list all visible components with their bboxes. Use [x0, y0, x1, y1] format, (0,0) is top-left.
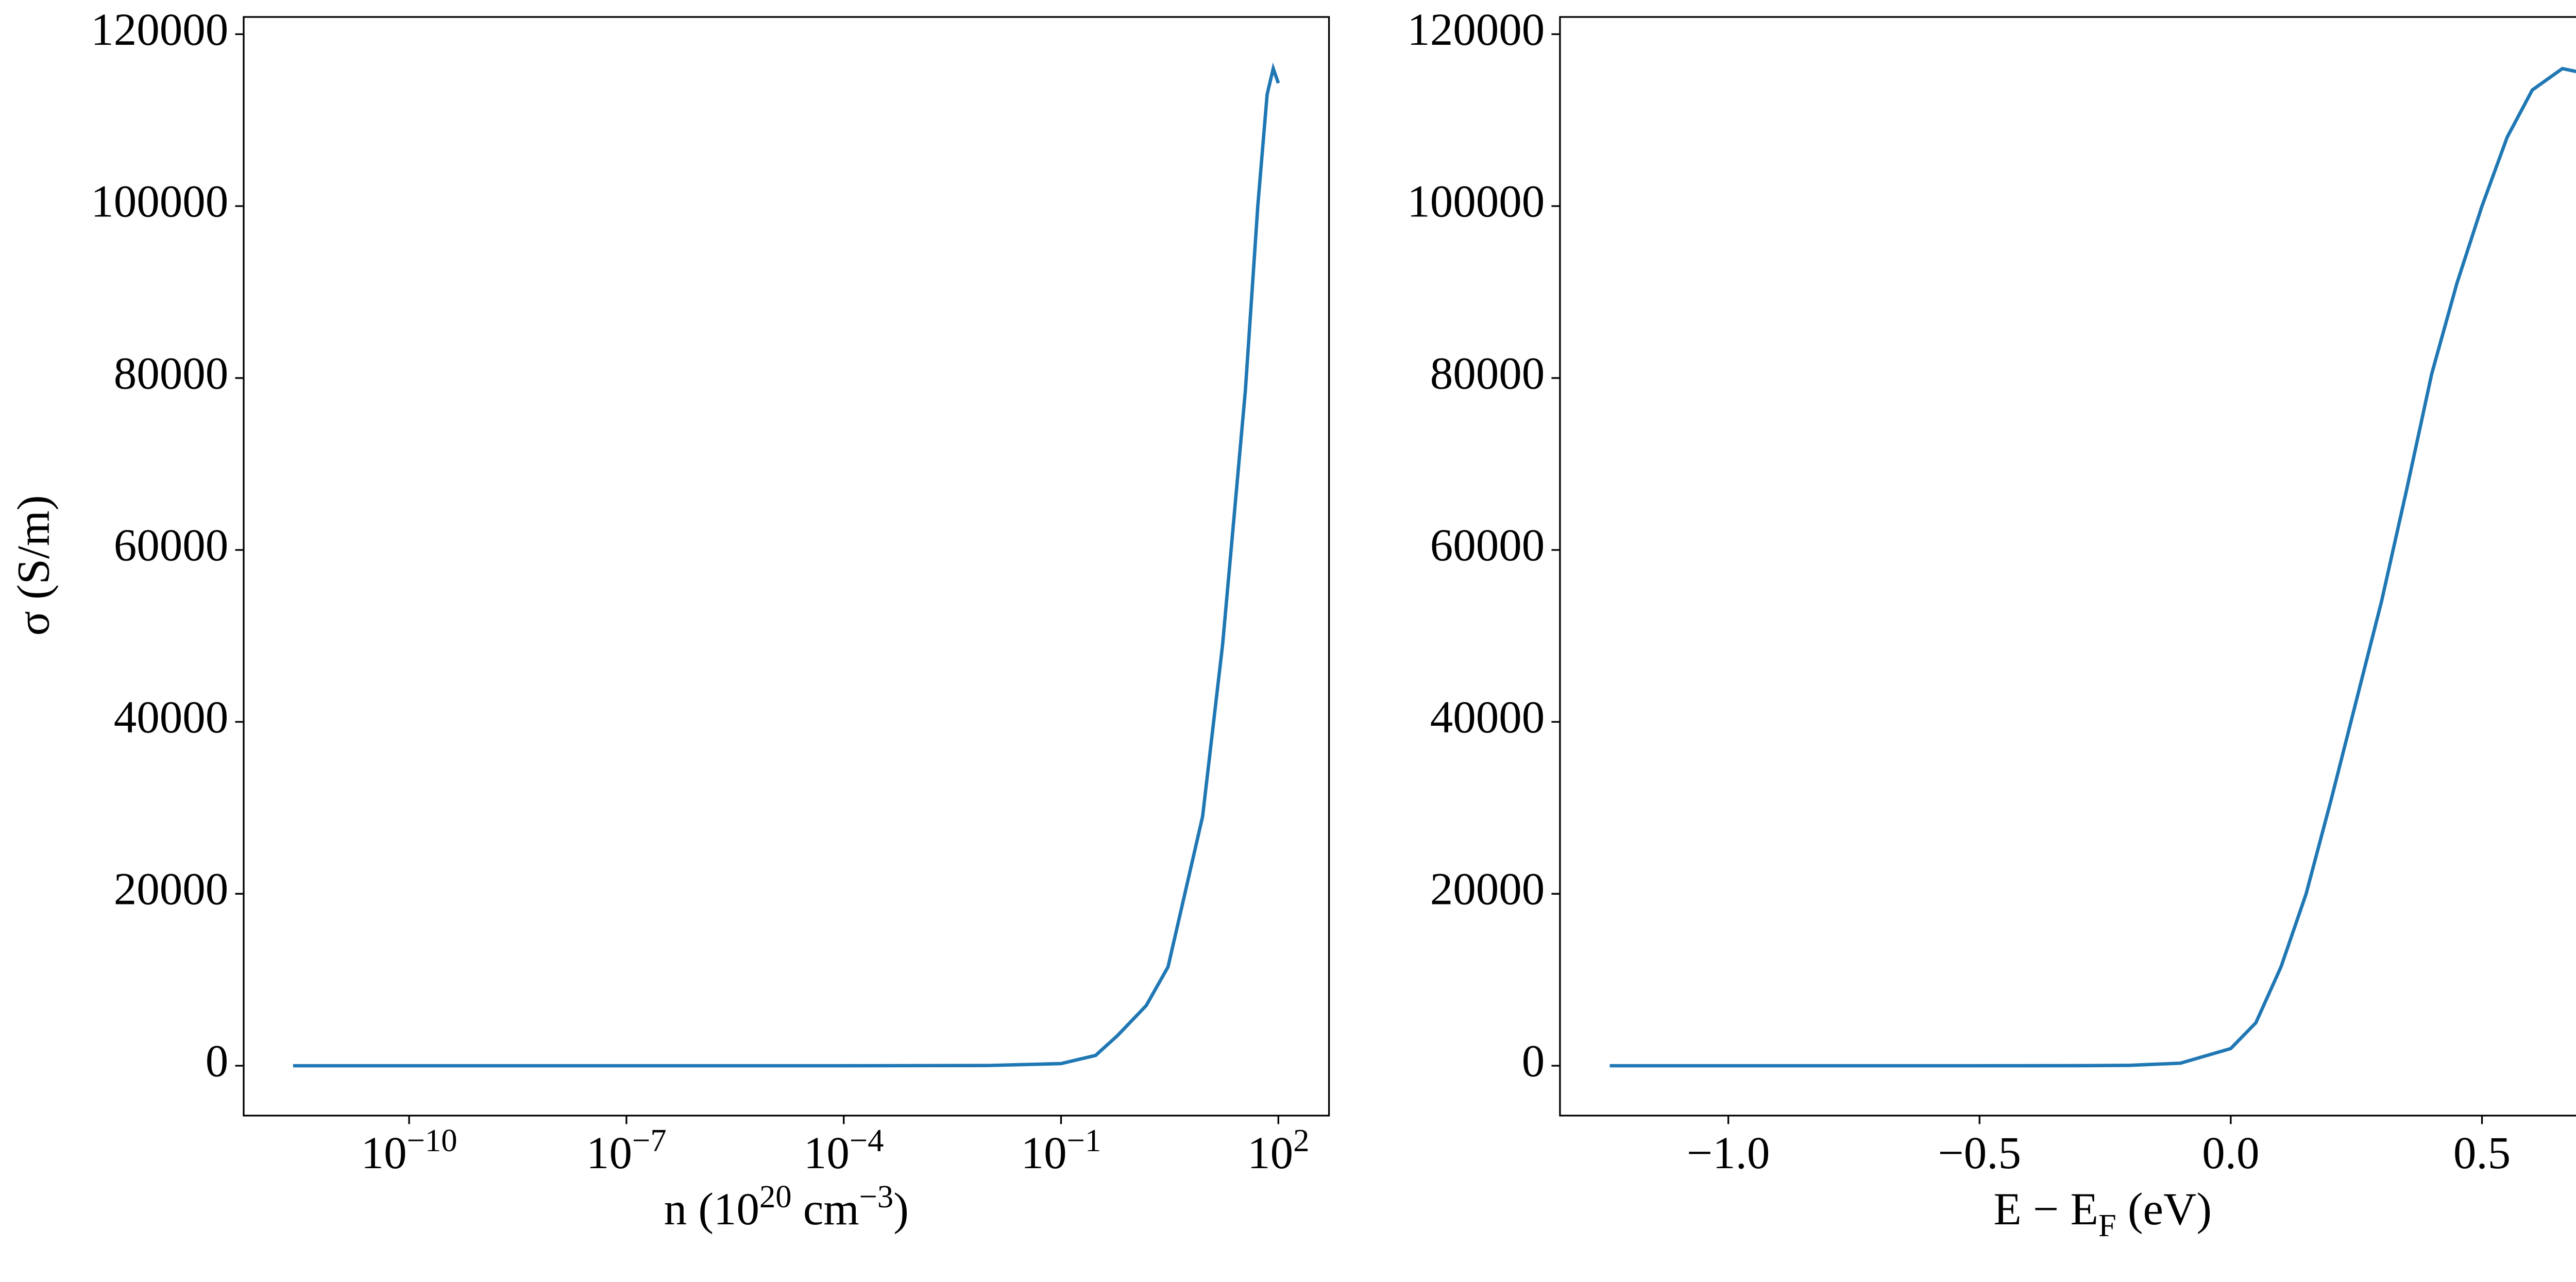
label-part: cm [792, 1184, 859, 1235]
label-part: n (10 [664, 1184, 759, 1235]
y-tick-label: 100000 [91, 177, 228, 227]
y-tick-label: 40000 [1430, 692, 1545, 743]
y-tick-label: 80000 [1430, 348, 1545, 399]
y-axis-label: σ (S/m) [8, 495, 59, 636]
plot-frame [243, 16, 1330, 1117]
y-tick-label: 120000 [91, 5, 228, 55]
x-tick-label: −0.5 [1938, 1128, 2021, 1178]
y-tick-label: 60000 [1430, 520, 1545, 571]
y-tick-label: 100000 [1407, 177, 1545, 227]
y-tick-label: 80000 [114, 348, 228, 399]
label-part: 10 [586, 1128, 632, 1178]
label-part: 10 [1021, 1128, 1067, 1178]
x-tick-label: 10−7 [586, 1122, 667, 1178]
data-line [1609, 66, 2576, 1068]
y-tick-label: 0 [1522, 1036, 1545, 1087]
plot-frame [1559, 16, 2576, 1117]
label-part: E − E [1993, 1184, 2098, 1235]
y-tick-label: 20000 [114, 864, 228, 915]
label-part: ) [893, 1184, 909, 1235]
data-line [293, 62, 1280, 1068]
x-tick-label: 102 [1247, 1122, 1309, 1178]
label-part: −10 [407, 1122, 457, 1158]
x-tick-label: 10−10 [361, 1122, 457, 1178]
label-part: −3 [859, 1178, 894, 1215]
x-tick-label: 0.0 [2202, 1128, 2259, 1178]
y-tick-label: 40000 [114, 692, 228, 743]
label-part: F [2098, 1207, 2116, 1243]
y-tick-label: 120000 [1407, 5, 1545, 55]
y-tick-label: 0 [206, 1036, 228, 1087]
label-part: 2 [1293, 1122, 1309, 1158]
x-tick-label: 10−4 [804, 1122, 884, 1178]
label-part: −1 [1067, 1122, 1101, 1158]
label-part: 10 [1247, 1128, 1293, 1178]
label-part: 20 [759, 1178, 792, 1215]
label-part: −4 [850, 1122, 884, 1158]
x-axis-label: E − EF (eV) [1993, 1184, 2212, 1243]
x-tick-label: 10−1 [1021, 1122, 1101, 1178]
label-part: 10 [804, 1128, 850, 1178]
label-part: −7 [632, 1122, 667, 1158]
label-part: (eV) [2116, 1184, 2212, 1235]
x-tick-label: −1.0 [1687, 1128, 1770, 1178]
y-tick-label: 20000 [1430, 864, 1545, 915]
x-tick-label: 0.5 [2453, 1128, 2511, 1178]
y-tick-label: 60000 [114, 520, 228, 571]
label-part: 10 [361, 1128, 407, 1178]
x-axis-label: n (1020 cm−3) [664, 1178, 909, 1235]
